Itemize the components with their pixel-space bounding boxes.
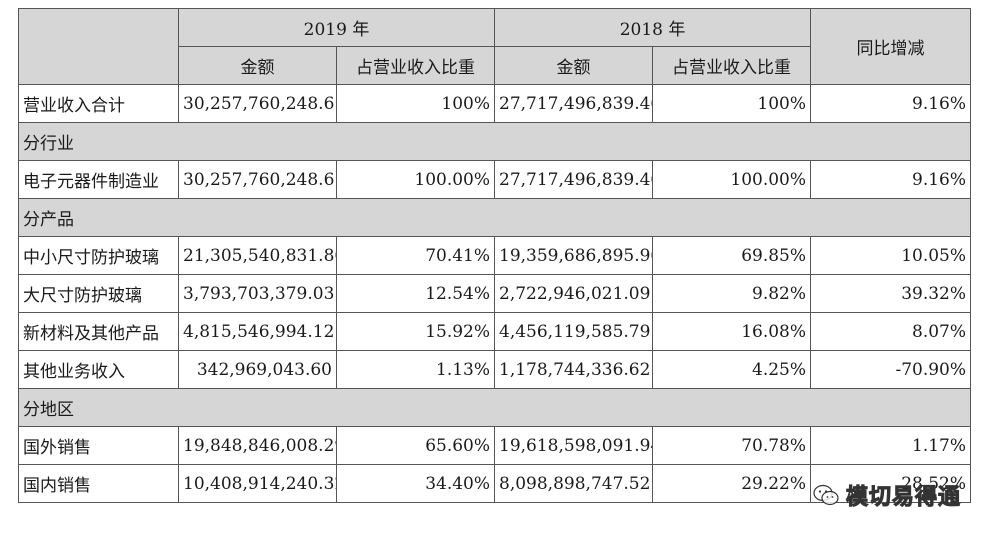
header-2019: 2019 年 [177, 8, 496, 47]
amount-2019: 21,305,540,831.86 [178, 236, 337, 275]
amount-2019: 3,793,703,379.03 [178, 274, 337, 313]
yoy-change: 10.05% [810, 236, 972, 275]
table-row: 大尺寸防护玻璃 3,793,703,379.03 12.54% 2,722,946,0… [18, 274, 972, 313]
section-header-row: 分产品 [17, 198, 972, 237]
header-amount-2019: 金额 [178, 46, 337, 85]
section-header-row: 分行业 [17, 122, 972, 161]
section-title: 分行业 [17, 122, 972, 161]
ratio-2019: 15.92% [335, 312, 496, 351]
header-row-metrics: 金额 占营业收入比重 金额 占营业收入比重 [19, 46, 971, 85]
yoy-change: 9.16% [810, 160, 972, 199]
amount-2018: 19,359,686,895.96 [494, 236, 654, 275]
row-label: 国外销售 [18, 426, 179, 465]
ratio-2019: 12.54% [335, 274, 496, 313]
revenue-table: 2019 年 2018 年 同比增减 金额 占营业收入比重 金额 占营业收入比重… [17, 8, 972, 503]
ratio-2018: 100.00% [652, 160, 812, 199]
table-row: 其他业务收入 342,969,043.60 1.13% 1,178,744,336.6… [18, 350, 972, 389]
ratio-2019: 65.60% [335, 426, 496, 465]
ratio-2019: 34.40% [335, 464, 496, 503]
yoy-change: 1.17% [810, 426, 972, 465]
total-row: 营业收入合计 30,257,760,248.61 100% 27,717,496… [18, 84, 972, 123]
ratio-2018: 29.22% [652, 464, 812, 503]
amount-2018: 27,717,496,839.46 [494, 160, 654, 199]
ratio-2018: 100% [652, 84, 812, 123]
row-label: 国内销售 [18, 464, 179, 503]
ratio-2019: 100.00% [335, 160, 496, 199]
ratio-2018: 9.82% [652, 274, 812, 313]
table-row: 国内销售 10,408,914,240.32 34.40% 8,098,898,747… [18, 464, 972, 503]
ratio-2018: 16.08% [652, 312, 812, 351]
ratio-2019: 100% [335, 84, 496, 123]
ratio-2018: 69.85% [652, 236, 812, 275]
yoy-change: 8.07% [810, 312, 972, 351]
amount-2019: 30,257,760,248.61 [178, 84, 337, 123]
yoy-change: 28.52% [810, 464, 972, 503]
section-header-row: 分地区 [17, 388, 972, 427]
ratio-2018: 70.78% [652, 426, 812, 465]
amount-2019: 4,815,546,994.12 [178, 312, 337, 351]
amount-2018: 2,722,946,021.09 [494, 274, 654, 313]
amount-2018: 8,098,898,747.52 [494, 464, 654, 503]
row-label: 新材料及其他产品 [18, 312, 179, 351]
row-label: 大尺寸防护玻璃 [18, 274, 179, 313]
ratio-2019: 70.41% [335, 236, 496, 275]
amount-2019: 19,848,846,008.29 [178, 426, 337, 465]
row-label: 电子元器件制造业 [18, 160, 179, 199]
row-label: 其他业务收入 [18, 350, 179, 389]
header-row-years: 2019 年 2018 年 同比增减 [18, 8, 972, 85]
header-2018: 2018 年 [494, 8, 812, 47]
header-yoy: 同比增减 [810, 8, 972, 85]
amount-2018: 19,618,598,091.94 [494, 426, 654, 465]
yoy-change: 9.16% [810, 84, 972, 123]
corner-header-cell [18, 8, 179, 85]
row-label: 中小尺寸防护玻璃 [18, 236, 179, 275]
table-row: 中小尺寸防护玻璃 21,305,540,831.86 70.41% 19,359,68… [18, 236, 972, 275]
ratio-2019: 1.13% [335, 350, 496, 389]
section-title: 分地区 [17, 388, 972, 427]
table-row: 新材料及其他产品 4,815,546,994.12 15.92% 4,456,119,… [18, 312, 972, 351]
header-ratio-2018: 占营业收入比重 [652, 46, 812, 85]
yoy-change: 39.32% [810, 274, 972, 313]
section-title: 分产品 [17, 198, 972, 237]
amount-2019: 10,408,914,240.32 [178, 464, 337, 503]
header-ratio-2019: 占营业收入比重 [335, 46, 496, 85]
ratio-2018: 4.25% [652, 350, 812, 389]
amount-2019: 342,969,043.60 [178, 350, 337, 389]
table-body: 2019 年 2018 年 同比增减 金额 占营业收入比重 金额 占营业收入比重… [17, 8, 972, 503]
amount-2018: 4,456,119,585.79 [494, 312, 654, 351]
amount-2018: 27,717,496,839.46 [494, 84, 654, 123]
header-amount-2018: 金额 [494, 46, 654, 85]
table-row: 电子元器件制造业 30,257,760,248.61 100.00% 27,717,4… [18, 160, 972, 199]
amount-2018: 1,178,744,336.62 [494, 350, 654, 389]
yoy-change: -70.90% [810, 350, 972, 389]
table-row: 国外销售 19,848,846,008.29 65.60% 19,618,598,09… [18, 426, 972, 465]
row-label: 营业收入合计 [18, 84, 179, 123]
amount-2019: 30,257,760,248.61 [178, 160, 337, 199]
